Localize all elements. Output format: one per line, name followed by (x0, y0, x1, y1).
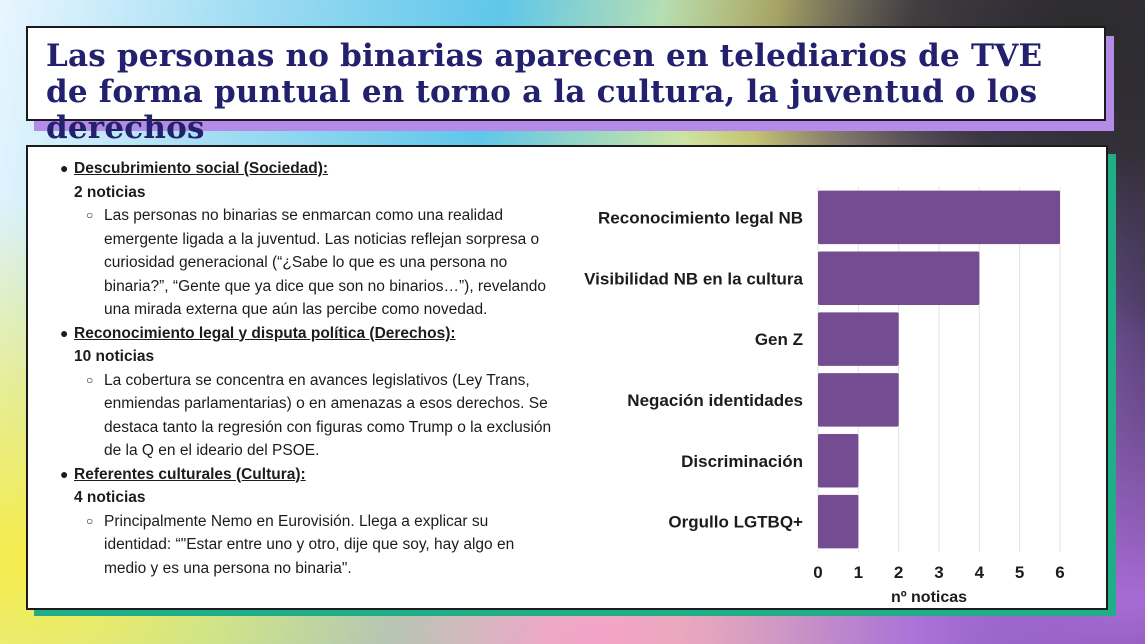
bullet-detail: ○ Principalmente Nemo en Eurovisión. Lle… (58, 510, 558, 581)
bar-chart-container: Reconocimiento legal NB Visibilidad NB en… (558, 177, 1103, 607)
circle-bullet-icon: ○ (86, 372, 94, 387)
x-tick-label: 0 (813, 563, 822, 582)
x-tick-label: 4 (975, 563, 985, 582)
bullet-dot-icon: ● (60, 324, 69, 341)
x-tick-label: 6 (1055, 563, 1064, 582)
x-tick-label: 5 (1015, 563, 1024, 582)
circle-bullet-icon: ○ (86, 513, 94, 528)
category-label: Negación identidades (627, 391, 803, 410)
bar (818, 251, 980, 306)
bullet-label: Referentes culturales (Cultura): (74, 465, 306, 483)
bullet-detail: ○ Las personas no binarias se enmarcan c… (58, 204, 558, 322)
bullet-dot-icon: ● (60, 465, 69, 482)
x-tick-label: 1 (854, 563, 863, 582)
bullet-item: ● Descubrimiento social (Sociedad): (58, 157, 558, 181)
bullet-count: 2 noticias (74, 183, 146, 201)
bar (818, 494, 859, 549)
circle-bullet-icon: ○ (86, 208, 94, 222)
bar (818, 373, 899, 427)
bar (818, 312, 899, 366)
category-label: Visibilidad NB en la cultura (584, 269, 803, 288)
title-box: Las personas no binarias aparecen en tel… (26, 26, 1106, 146)
bullet-count: 10 noticias (74, 348, 155, 365)
bullet-detail-text: Principalmente Nemo en Eurovisión. Llega… (104, 512, 515, 577)
x-axis-label: nº noticas (891, 589, 967, 606)
bar (818, 433, 859, 488)
bullet-detail-text: La cobertura se concentra en avances leg… (104, 371, 552, 460)
x-tick-label: 2 (894, 563, 903, 582)
bullet-detail: ○ La cobertura se concentra en avances l… (58, 369, 558, 463)
category-label: Gen Z (755, 330, 803, 349)
category-label: Orgullo LGTBQ+ (668, 513, 803, 532)
category-label: Reconocimiento legal NB (598, 208, 803, 227)
bullet-count: 4 noticias (74, 489, 146, 506)
content-panel: ● Descubrimiento social (Sociedad): 2 no… (26, 145, 1108, 610)
bullet-dot-icon: ● (60, 160, 69, 176)
bullet-label: Descubrimiento social (Sociedad): (74, 160, 329, 177)
category-label: Discriminación (681, 452, 803, 471)
bullet-item: ● Reconocimiento legal y disputa polític… (58, 322, 558, 346)
bullet-list: ● Descubrimiento social (Sociedad): 2 no… (58, 157, 558, 580)
bullet-item: ● Referentes culturales (Cultura): (58, 463, 558, 487)
x-tick-label: 3 (934, 563, 943, 582)
bar (818, 190, 1060, 245)
bullet-label: Reconocimiento legal y disputa política … (74, 324, 456, 342)
bar-chart: Reconocimiento legal NB Visibilidad NB en… (584, 187, 1065, 606)
page-title: Las personas no binarias aparecen en tel… (46, 38, 1043, 146)
bullet-detail-text: Las personas no binarias se enmarcan com… (104, 207, 547, 318)
